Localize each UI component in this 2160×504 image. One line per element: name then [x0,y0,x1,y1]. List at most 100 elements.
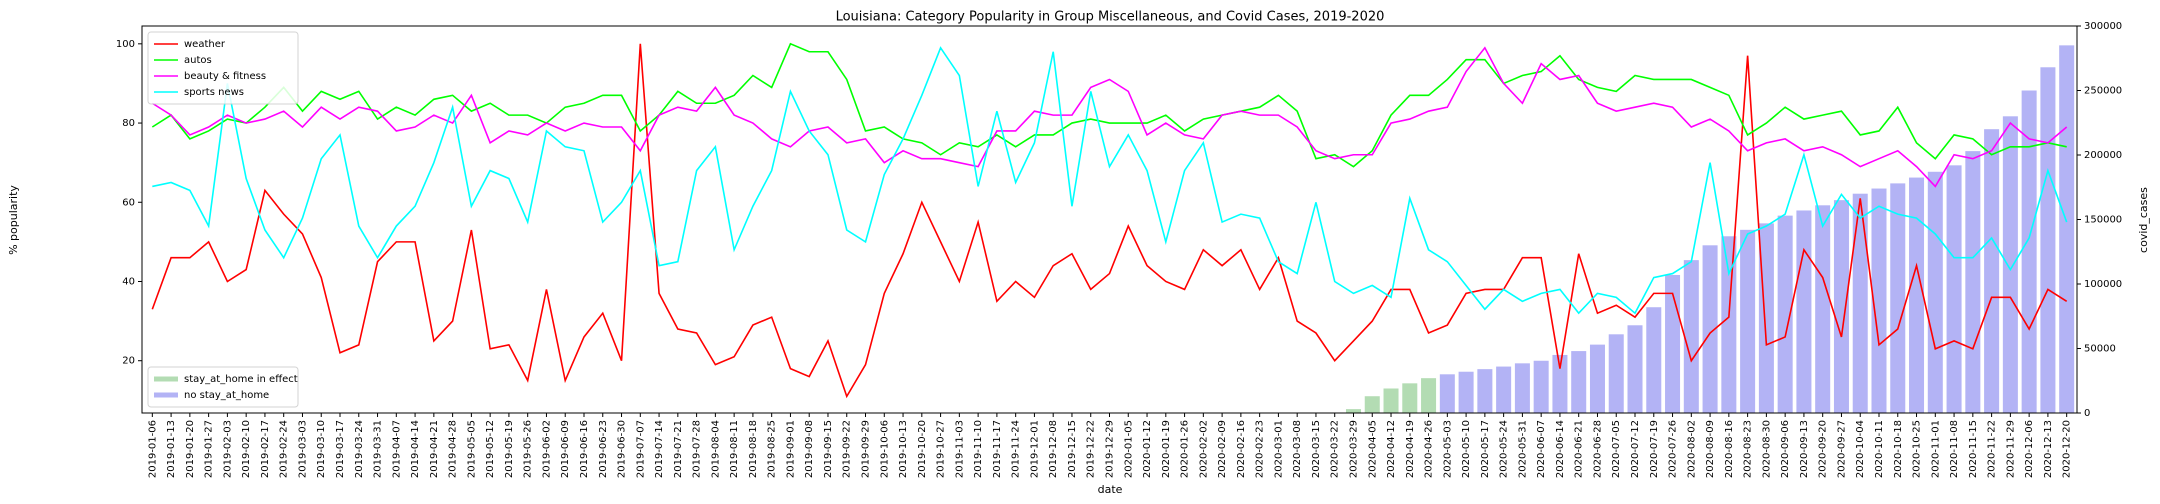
x-tick-label: 2019-10-06 [879,420,890,478]
x-tick-label: 2019-03-17 [335,420,346,478]
x-tick-label: 2020-10-04 [1855,420,1866,478]
x-tick-label: 2019-08-18 [748,420,759,478]
bar [1345,409,1361,413]
bar [1496,366,1512,413]
bar [1589,344,1605,413]
x-tick-label: 2020-09-27 [1836,420,1847,478]
bar [1421,378,1437,413]
x-tick-label: 2019-09-01 [785,420,796,478]
x-tick-label: 2019-06-09 [560,420,571,478]
bar [2059,45,2075,413]
x-tick-label: 2019-10-27 [936,420,947,478]
x-tick-label: 2019-05-26 [523,420,534,478]
bar [1364,396,1380,413]
x-tick-label: 2020-10-25 [1912,420,1923,478]
x-tick-label: 2019-02-03 [222,420,233,478]
bar [1890,183,1906,413]
y-tick-label: 80 [122,118,135,129]
x-tick-label: 2020-09-13 [1799,420,1810,478]
x-tick-label: 2019-09-15 [823,420,834,478]
y2-tick-label: 250000 [2084,86,2122,97]
bar [1571,351,1587,413]
x-tick-label: 2020-03-08 [1292,420,1303,478]
bar [1533,360,1549,413]
x-tick-label: 2020-11-29 [2005,420,2016,478]
x-tick-label: 2019-05-12 [485,420,496,478]
x-tick-label: 2020-06-21 [1574,420,1585,478]
bar [1608,334,1624,413]
y-tick-label: 100 [116,39,135,50]
x-tick-label: 2019-03-31 [373,420,384,478]
x-tick-label: 2019-03-24 [354,420,365,478]
x-tick-label: 2019-12-15 [1067,420,1078,478]
x-tick-label: 2020-05-03 [1442,420,1453,478]
legend-label: stay_at_home in effect [184,374,298,385]
bar [2002,116,2018,414]
x-tick-label: 2019-11-03 [954,420,965,478]
x-tick-label: 2019-01-06 [147,420,158,478]
legend-label: autos [184,55,212,66]
x-tick-label: 2019-07-21 [673,420,684,478]
x-tick-label: 2019-08-04 [710,420,721,478]
bar [1796,210,1812,413]
x-tick-label: 2020-04-19 [1405,420,1416,478]
legend-box [147,31,299,105]
y-tick-label: 60 [122,197,135,208]
legend-label: sports news [184,87,244,98]
bar [1477,369,1493,413]
x-tick-label: 2019-12-01 [1029,420,1040,478]
x-tick-label: 2019-05-05 [466,420,477,478]
x-tick-label: 2020-04-05 [1367,420,1378,478]
y-tick-label: 20 [122,356,135,367]
x-tick-label: 2020-01-19 [1161,420,1172,478]
x-tick-label: 2019-01-27 [204,420,215,478]
x-tick-label: 2020-11-22 [1987,420,1998,478]
x-tick-label: 2019-11-10 [973,420,984,478]
x-tick-label: 2020-08-16 [1724,420,1735,478]
x-tick-label: 2020-01-26 [1180,420,1191,478]
x-tick-label: 2020-12-06 [2024,420,2035,478]
x-tick-label: 2020-11-08 [1949,420,1960,478]
x-tick-label: 2020-06-07 [1536,420,1547,478]
bar [1439,374,1455,413]
bar [1402,383,1418,413]
x-tick-label: 2019-11-17 [992,420,1003,478]
x-tick-label: 2020-10-11 [1874,420,1885,478]
x-tick-label: 2020-11-01 [1930,420,1941,478]
x-tick-label: 2019-09-08 [804,420,815,478]
x-tick-label: 2019-11-24 [1011,420,1022,478]
x-axis-label: date [1098,483,1123,496]
x-tick-label: 2020-10-18 [1893,420,1904,478]
bar [1909,177,1925,413]
line [151,46,2068,188]
x-tick-label: 2019-05-19 [504,420,515,478]
x-tick-label: 2020-12-13 [2043,420,2054,478]
x-tick-label: 2020-05-17 [1480,420,1491,478]
x-tick-label: 2019-06-23 [598,420,609,478]
x-tick-label: 2019-04-07 [391,420,402,478]
x-tick-label: 2019-12-08 [1048,420,1059,478]
y2-axis-label: covid_cases [2137,187,2150,253]
x-tick-label: 2019-01-13 [166,420,177,478]
y2-tick-label: 50000 [2084,344,2116,355]
x-tick-label: 2020-05-31 [1517,420,1528,478]
bar [1852,193,1868,413]
x-tick-label: 2020-09-20 [1818,420,1829,478]
legend-label: no stay_at_home [184,390,269,401]
bar [1683,260,1699,413]
x-tick-label: 2019-03-10 [316,420,327,478]
bar [1946,165,1962,413]
bar [1740,229,1756,413]
bar [2021,90,2037,413]
x-tick-label: 2019-06-02 [541,420,552,478]
x-tick-label: 2019-09-29 [861,420,872,478]
x-tick-label: 2019-12-22 [1086,420,1097,478]
x-tick-label: 2020-09-06 [1780,420,1791,478]
x-tick-label: 2020-01-05 [1123,420,1134,478]
x-tick-label: 2020-06-28 [1592,420,1603,478]
x-tick-label: 2020-03-29 [1348,420,1359,478]
x-tick-label: 2019-09-22 [842,420,853,478]
bar [1871,188,1887,413]
line [151,42,2067,168]
x-tick-label: 2019-07-14 [654,420,665,478]
